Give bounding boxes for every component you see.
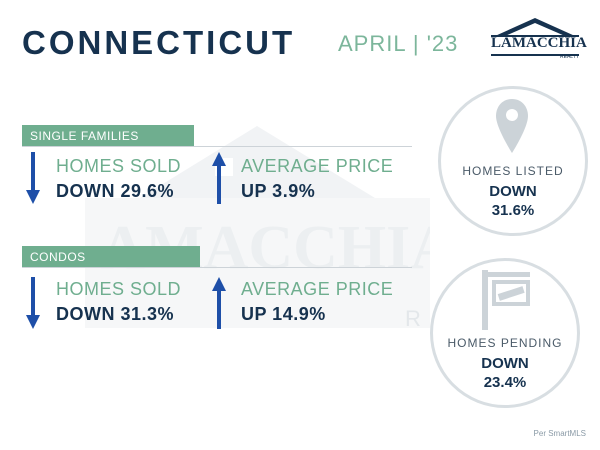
brand-logo (491, 18, 579, 56)
svg-text:R: R (405, 306, 421, 331)
homes-listed-circle (438, 86, 588, 236)
average-price-value: UP 3.9% (241, 181, 316, 201)
brand-logo-sub: REALTY (560, 54, 580, 60)
report-date: APRIL | '23 (338, 31, 459, 56)
homes-sold-label: HOMES SOLD (56, 156, 182, 176)
sign-post-icon (482, 270, 530, 330)
average-price-label: AVERAGE PRICE (241, 156, 394, 176)
homes-sold-value: DOWN 29.6% (56, 181, 175, 201)
average-price-value: UP 14.9% (241, 304, 326, 324)
homes-listed-value: DOWN 31.6% (489, 183, 537, 219)
arrow-down-icon (26, 277, 40, 329)
arrow-up-icon (212, 277, 226, 329)
page-title: CONNECTICUT (22, 24, 296, 61)
homes-pending-label: HOMES PENDING (447, 336, 563, 350)
map-pin-icon (496, 99, 528, 153)
section-header-single-families: SINGLE FAMILIES (22, 125, 194, 147)
homes-sold-label: HOMES SOLD (56, 279, 182, 299)
homes-pending-circle (430, 258, 580, 408)
source-note: Per SmartMLS (533, 429, 586, 438)
average-price-label: AVERAGE PRICE (241, 279, 394, 299)
divider (22, 267, 412, 268)
arrow-down-icon (26, 152, 40, 204)
brand-logo-name: LAMACCHIA (491, 35, 587, 51)
divider (22, 146, 412, 147)
arrow-up-icon (212, 152, 226, 204)
section-header-condos: CONDOS (22, 246, 200, 268)
homes-listed-label: HOMES LISTED (462, 164, 564, 178)
homes-sold-value: DOWN 31.3% (56, 304, 175, 324)
homes-pending-value: DOWN 23.4% (481, 355, 529, 391)
